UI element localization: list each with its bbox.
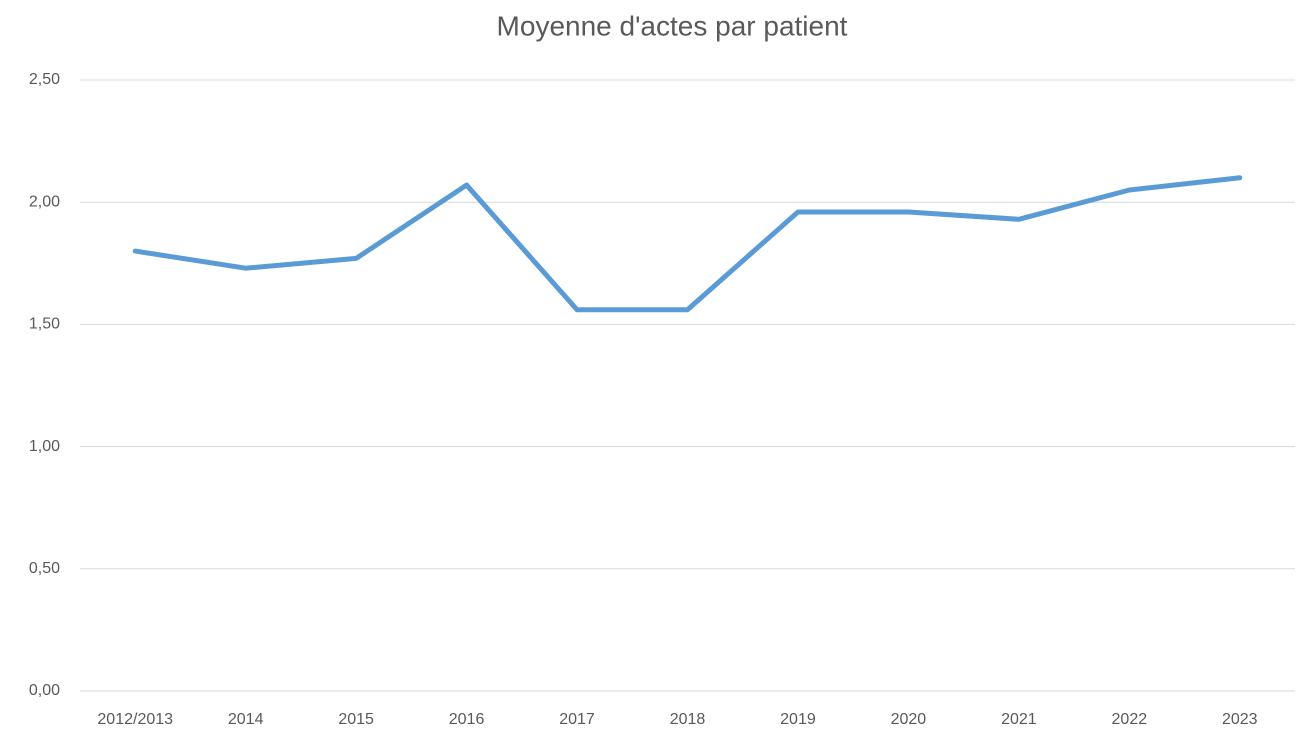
x-tick-label: 2020 <box>891 711 927 728</box>
x-tick-label: 2018 <box>670 711 706 728</box>
y-tick-label: 0,50 <box>29 560 60 577</box>
y-tick-label: 2,00 <box>29 193 60 210</box>
x-tick-label: 2022 <box>1112 711 1148 728</box>
x-tick-label: 2017 <box>559 711 595 728</box>
y-tick-label: 1,00 <box>29 438 60 455</box>
x-tick-label: 2012/2013 <box>97 711 173 728</box>
x-tick-label: 2023 <box>1222 711 1258 728</box>
x-tick-label: 2016 <box>449 711 485 728</box>
y-tick-label: 2,50 <box>29 71 60 88</box>
x-tick-label: 2019 <box>780 711 816 728</box>
y-tick-label: 0,00 <box>29 682 60 699</box>
line-series <box>132 175 1243 313</box>
x-tick-label: 2015 <box>338 711 374 728</box>
x-tick-label: 2021 <box>1001 711 1037 728</box>
x-tick-label: 2014 <box>228 711 264 728</box>
chart-title: Moyenne d'actes par patient <box>497 10 848 41</box>
y-tick-label: 1,50 <box>29 316 60 333</box>
